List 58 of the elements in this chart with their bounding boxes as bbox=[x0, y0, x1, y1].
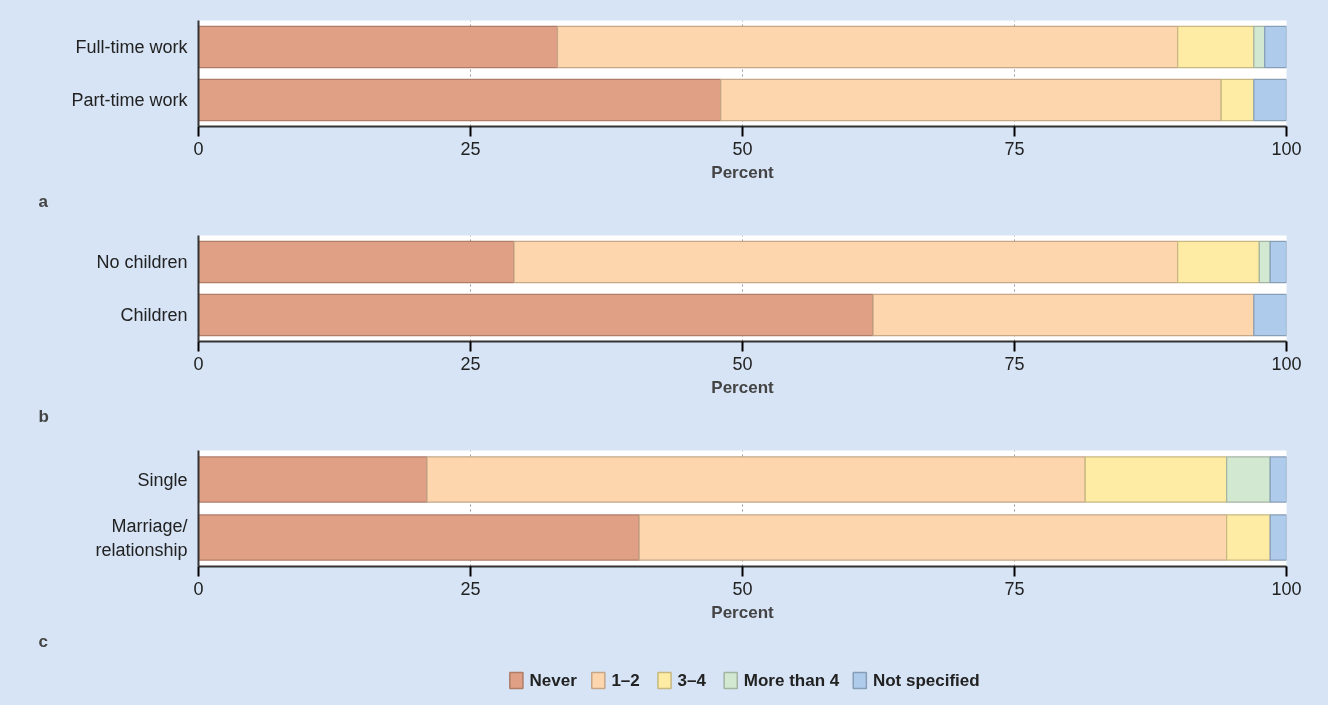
x-tick-label: 0 bbox=[193, 138, 204, 159]
text: b bbox=[38, 406, 49, 426]
bar bbox=[198, 456, 428, 503]
bar bbox=[513, 240, 1179, 284]
bar bbox=[1226, 514, 1271, 561]
x-axis-title: Percent bbox=[711, 162, 775, 182]
x-tick-label: 75 bbox=[1004, 353, 1025, 374]
x-tick-label: 50 bbox=[732, 353, 753, 374]
bar bbox=[1084, 456, 1228, 503]
y-tick-label: No children bbox=[96, 252, 188, 272]
x-axis-title: Percent bbox=[711, 602, 775, 622]
y-tick-label: Full-time work bbox=[75, 37, 189, 57]
x-tick-label: 25 bbox=[460, 353, 481, 374]
bar bbox=[1258, 240, 1271, 284]
bar bbox=[1253, 25, 1266, 69]
bar bbox=[1177, 240, 1260, 284]
legend-label: Never bbox=[529, 671, 578, 690]
x-tick-label: 100 bbox=[1271, 138, 1302, 159]
bar bbox=[720, 78, 1222, 122]
y-tick-label: Single bbox=[137, 469, 188, 490]
x-tick-label: 50 bbox=[732, 138, 753, 159]
x-tick-label: 75 bbox=[1004, 138, 1025, 159]
bar bbox=[1226, 456, 1271, 503]
bar bbox=[198, 78, 722, 122]
x-tick-label: 25 bbox=[460, 578, 481, 599]
bar bbox=[1253, 293, 1287, 337]
x-tick-label: 50 bbox=[732, 578, 753, 599]
legend-label: 1–2 bbox=[611, 671, 640, 690]
bar bbox=[426, 456, 1086, 503]
y-tick-label: Part-time work bbox=[71, 90, 189, 110]
x-tick-label: 0 bbox=[193, 578, 204, 599]
legend-label: Not specified bbox=[872, 671, 980, 690]
x-axis-title: Percent bbox=[711, 377, 775, 397]
x-tick-label: 75 bbox=[1004, 578, 1025, 599]
bar bbox=[198, 293, 874, 337]
bar bbox=[1264, 25, 1287, 69]
legend-label: More than 4 bbox=[743, 671, 840, 690]
y-tick-label: Marriage/ relationship bbox=[95, 515, 188, 560]
bar bbox=[638, 514, 1228, 561]
bar bbox=[1269, 240, 1287, 284]
legend-label: 3–4 bbox=[677, 671, 707, 690]
bar bbox=[1269, 456, 1287, 503]
text: a bbox=[38, 191, 49, 211]
x-tick-label: 100 bbox=[1271, 578, 1302, 599]
x-tick-label: 0 bbox=[193, 353, 204, 374]
bar bbox=[872, 293, 1255, 337]
bar bbox=[198, 514, 640, 561]
bar bbox=[1253, 78, 1287, 122]
bar bbox=[198, 240, 515, 284]
bar bbox=[1220, 78, 1255, 122]
bar bbox=[1177, 25, 1255, 69]
bar bbox=[198, 25, 559, 69]
bar bbox=[1269, 514, 1287, 561]
x-tick-label: 25 bbox=[460, 138, 481, 159]
x-tick-label: 100 bbox=[1271, 353, 1302, 374]
bar bbox=[556, 25, 1179, 69]
y-tick-label: Children bbox=[120, 305, 188, 325]
text: c bbox=[38, 631, 48, 651]
